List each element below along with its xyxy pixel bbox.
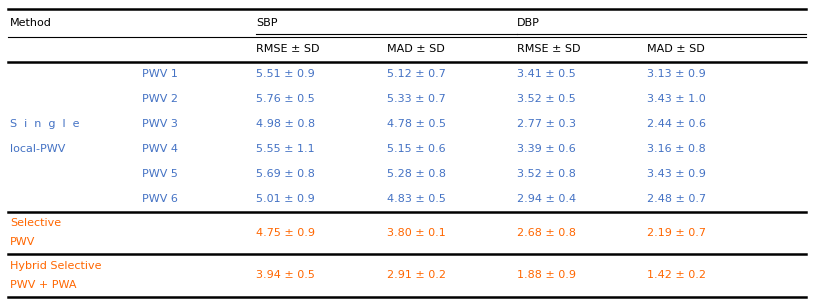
Text: 2.19 ± 0.7: 2.19 ± 0.7	[647, 228, 706, 238]
Text: RMSE ± SD: RMSE ± SD	[517, 44, 580, 54]
Text: PWV + PWA: PWV + PWA	[10, 280, 77, 290]
Text: 1.88 ± 0.9: 1.88 ± 0.9	[517, 270, 575, 280]
Text: 3.52 ± 0.5: 3.52 ± 0.5	[517, 94, 575, 104]
Text: 3.41 ± 0.5: 3.41 ± 0.5	[517, 69, 575, 79]
Text: PWV 3: PWV 3	[142, 119, 178, 129]
Text: 3.16 ± 0.8: 3.16 ± 0.8	[647, 144, 706, 154]
Text: PWV: PWV	[10, 237, 35, 247]
Text: 3.39 ± 0.6: 3.39 ± 0.6	[517, 144, 575, 154]
Text: 5.01 ± 0.9: 5.01 ± 0.9	[256, 194, 315, 204]
Text: SBP: SBP	[256, 18, 278, 28]
Text: 5.15 ± 0.6: 5.15 ± 0.6	[387, 144, 445, 154]
Text: local-PWV: local-PWV	[10, 144, 65, 154]
Text: 2.91 ± 0.2: 2.91 ± 0.2	[387, 270, 445, 280]
Text: 2.77 ± 0.3: 2.77 ± 0.3	[517, 119, 575, 129]
Text: 5.33 ± 0.7: 5.33 ± 0.7	[387, 94, 445, 104]
Text: PWV 4: PWV 4	[142, 144, 178, 154]
Text: 4.78 ± 0.5: 4.78 ± 0.5	[387, 119, 445, 129]
Text: MAD ± SD: MAD ± SD	[647, 44, 705, 54]
Text: 3.52 ± 0.8: 3.52 ± 0.8	[517, 169, 575, 179]
Text: 3.43 ± 1.0: 3.43 ± 1.0	[647, 94, 706, 104]
Text: PWV 6: PWV 6	[142, 194, 178, 204]
Text: 3.13 ± 0.9: 3.13 ± 0.9	[647, 69, 706, 79]
Text: PWV 1: PWV 1	[142, 69, 178, 79]
Text: DBP: DBP	[517, 18, 540, 28]
Text: 5.12 ± 0.7: 5.12 ± 0.7	[387, 69, 445, 79]
Text: 5.69 ± 0.8: 5.69 ± 0.8	[256, 169, 315, 179]
Text: Hybrid Selective: Hybrid Selective	[10, 261, 101, 271]
Text: 2.44 ± 0.6: 2.44 ± 0.6	[647, 119, 706, 129]
Text: PWV 5: PWV 5	[142, 169, 178, 179]
Text: 2.68 ± 0.8: 2.68 ± 0.8	[517, 228, 575, 238]
Text: MAD ± SD: MAD ± SD	[387, 44, 444, 54]
Text: S  i  n  g  l  e: S i n g l e	[10, 119, 79, 129]
Text: Method: Method	[10, 18, 51, 28]
Text: 4.83 ± 0.5: 4.83 ± 0.5	[387, 194, 445, 204]
Text: 4.75 ± 0.9: 4.75 ± 0.9	[256, 228, 315, 238]
Text: 4.98 ± 0.8: 4.98 ± 0.8	[256, 119, 316, 129]
Text: 3.80 ± 0.1: 3.80 ± 0.1	[387, 228, 445, 238]
Text: 1.42 ± 0.2: 1.42 ± 0.2	[647, 270, 706, 280]
Text: RMSE ± SD: RMSE ± SD	[256, 44, 320, 54]
Text: 5.55 ± 1.1: 5.55 ± 1.1	[256, 144, 315, 154]
Text: 5.51 ± 0.9: 5.51 ± 0.9	[256, 69, 315, 79]
Text: PWV 2: PWV 2	[142, 94, 178, 104]
Text: 3.94 ± 0.5: 3.94 ± 0.5	[256, 270, 315, 280]
Text: 5.28 ± 0.8: 5.28 ± 0.8	[387, 169, 445, 179]
Text: 2.94 ± 0.4: 2.94 ± 0.4	[517, 194, 576, 204]
Text: Selective: Selective	[10, 218, 61, 228]
Text: 5.76 ± 0.5: 5.76 ± 0.5	[256, 94, 315, 104]
Text: 2.48 ± 0.7: 2.48 ± 0.7	[647, 194, 707, 204]
Text: 3.43 ± 0.9: 3.43 ± 0.9	[647, 169, 706, 179]
